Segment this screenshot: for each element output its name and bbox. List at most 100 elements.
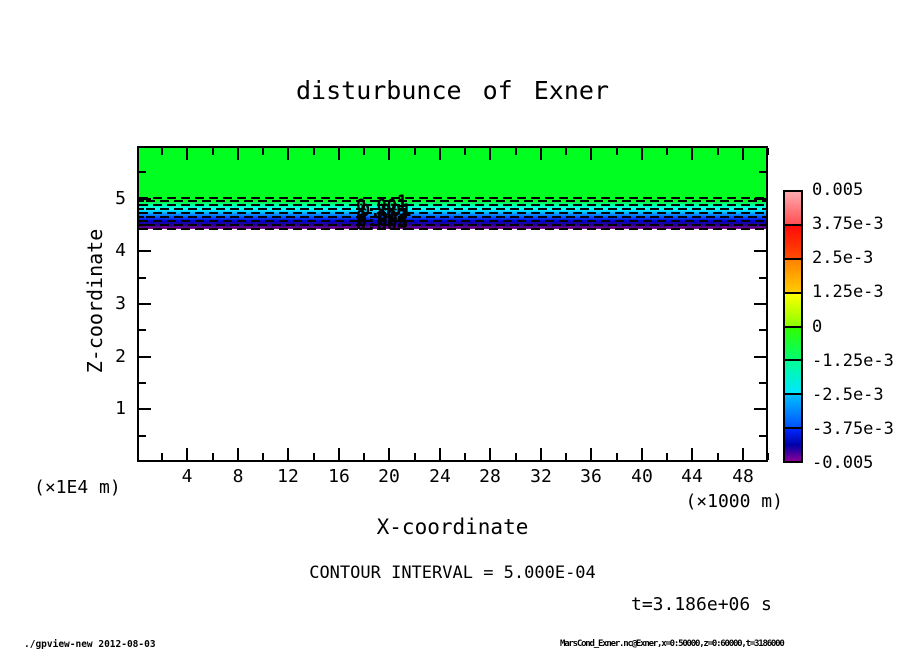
- x-tick-label: 44: [681, 466, 703, 487]
- x-tick-label: 40: [631, 466, 653, 487]
- z-tick: [139, 408, 151, 410]
- x-tick: [691, 448, 693, 460]
- x-tick: [287, 148, 289, 160]
- x-tick: [414, 453, 416, 460]
- x-tick: [742, 448, 744, 460]
- x-tick: [666, 453, 668, 460]
- z-tick-label: 3: [115, 293, 126, 314]
- z-tick: [139, 303, 151, 305]
- plot-frame: [137, 146, 768, 462]
- contour-dashed-line: [139, 197, 766, 199]
- colorbar-segment: [785, 429, 801, 461]
- z-tick: [754, 250, 766, 252]
- x-tick: [489, 148, 491, 160]
- x-tick-label: 32: [530, 466, 552, 487]
- z-tick: [139, 198, 151, 200]
- x-tick-label: 24: [429, 466, 451, 487]
- z-tick: [139, 250, 151, 252]
- z-tick: [759, 171, 766, 173]
- z-tick: [759, 224, 766, 226]
- x-tick: [287, 448, 289, 460]
- x-tick-label: 20: [378, 466, 400, 487]
- x-tick: [262, 453, 264, 460]
- colorbar-label: -0.005: [812, 453, 874, 473]
- z-tick: [139, 329, 146, 331]
- colorbar-label: -3.75e-3: [812, 419, 894, 439]
- x-tick: [616, 453, 618, 460]
- x-tick: [464, 148, 466, 155]
- x-tick: [767, 453, 769, 460]
- x-tick: [313, 148, 315, 155]
- colorbar-label: 0: [812, 317, 823, 337]
- colorbar-segment: [785, 225, 801, 260]
- x-tick: [439, 448, 441, 460]
- x-axis-unit: (×1000 m): [685, 491, 783, 512]
- x-tick: [313, 453, 315, 460]
- x-tick: [717, 453, 719, 460]
- z-tick-label: 2: [115, 346, 126, 367]
- x-tick-label: 36: [580, 466, 602, 487]
- x-tick: [691, 148, 693, 160]
- contour-dashed-line: [139, 212, 766, 214]
- z-tick: [759, 382, 766, 384]
- x-tick: [489, 448, 491, 460]
- contour-dashed-line: [139, 200, 766, 202]
- colorbar-segment: [785, 293, 801, 328]
- x-tick: [212, 453, 214, 460]
- x-tick: [388, 448, 390, 460]
- z-tick: [754, 408, 766, 410]
- contour-dashed-line: [139, 220, 766, 222]
- x-tick: [237, 448, 239, 460]
- x-tick-label: 28: [479, 466, 501, 487]
- x-tick: [161, 453, 163, 460]
- colorbar-label: -2.5e-3: [812, 385, 884, 405]
- colorbar-segment: [785, 395, 801, 430]
- x-tick: [767, 148, 769, 155]
- x-axis-label: X-coordinate: [376, 515, 529, 539]
- x-tick: [161, 148, 163, 155]
- x-tick: [363, 148, 365, 155]
- z-tick: [759, 435, 766, 437]
- z-tick: [139, 356, 151, 358]
- x-tick: [388, 148, 390, 160]
- x-tick: [338, 448, 340, 460]
- contour-dashed-line: [139, 224, 766, 226]
- z-tick: [759, 277, 766, 279]
- x-tick-label: 48: [732, 466, 754, 487]
- x-tick: [641, 448, 643, 460]
- contour-value-label: 0.004: [356, 215, 408, 235]
- x-tick: [262, 148, 264, 155]
- z-tick-label: 1: [115, 398, 126, 419]
- z-tick-label: 4: [115, 240, 126, 261]
- x-tick: [515, 148, 517, 155]
- contour-value-label: 1: [397, 192, 408, 212]
- colorbar-segment: [785, 327, 801, 362]
- colorbar-segment: [785, 259, 801, 294]
- page-title: disturbunce of Exner: [295, 76, 610, 105]
- x-tick: [590, 448, 592, 460]
- contour-value-label: 2: [397, 205, 408, 225]
- colorbar-label: 0.005: [812, 180, 864, 200]
- x-tick: [363, 453, 365, 460]
- z-tick: [754, 303, 766, 305]
- contour-value-label: 0.001: [356, 196, 408, 216]
- z-tick: [754, 198, 766, 200]
- x-tick: [565, 148, 567, 155]
- z-tick-label: 5: [115, 188, 126, 209]
- x-tick: [464, 453, 466, 460]
- z-tick: [139, 382, 146, 384]
- colorbar-segment: [785, 192, 801, 226]
- x-tick: [414, 148, 416, 155]
- colorbar: [783, 190, 803, 463]
- x-tick: [616, 148, 618, 155]
- x-tick: [439, 148, 441, 160]
- z-tick: [139, 277, 146, 279]
- z-tick: [139, 171, 146, 173]
- x-tick: [717, 148, 719, 155]
- z-axis-unit: (×1E4 m): [34, 477, 121, 498]
- x-tick: [540, 448, 542, 460]
- contour-interval-text: CONTOUR INTERVAL = 5.000E-04: [309, 563, 596, 583]
- x-tick: [186, 148, 188, 160]
- z-tick: [139, 224, 146, 226]
- contour-fill-band: [139, 148, 766, 229]
